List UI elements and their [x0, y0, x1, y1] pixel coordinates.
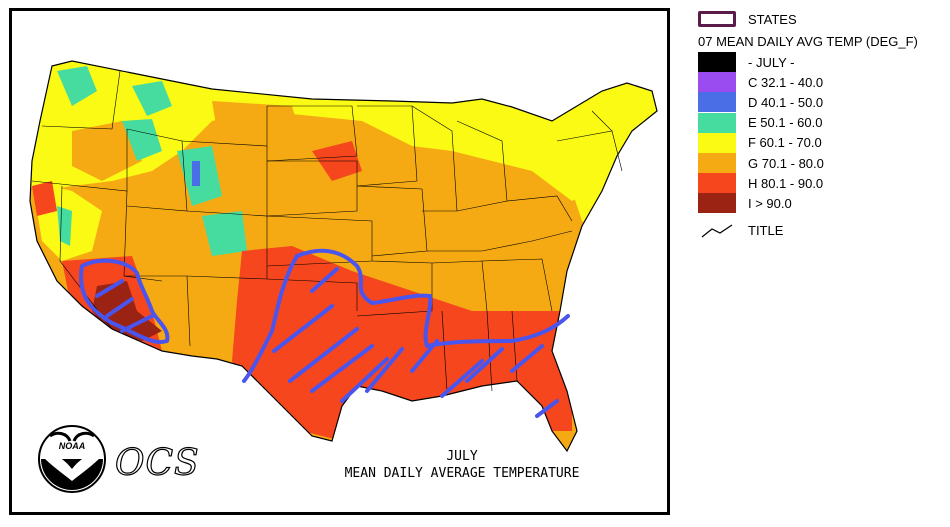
- legend-swatch: [698, 193, 736, 214]
- states-swatch: [698, 11, 736, 27]
- legend-states-row: STATES: [698, 8, 948, 30]
- legend-item: E 50.1 - 60.0: [698, 112, 948, 133]
- zone-e-idaho: [122, 119, 162, 161]
- legend-title: 07 MEAN DAILY AVG TEMP (DEG_F): [698, 34, 918, 49]
- zone-e-colorado: [202, 211, 247, 256]
- legend-item-label: C 32.1 - 40.0: [748, 74, 824, 90]
- legend-item-label: - JULY -: [748, 54, 795, 70]
- legend-title-line-row: TITLE: [698, 218, 948, 244]
- temperature-zones: [30, 61, 657, 451]
- caption-month: JULY: [446, 449, 478, 464]
- legend-item: H 80.1 - 90.0: [698, 173, 948, 194]
- legend-item: - JULY -: [698, 52, 948, 73]
- annotation-strokes: [79, 248, 570, 418]
- legend-states-label: STATES: [748, 11, 797, 27]
- caption-title: MEAN DAILY AVERAGE TEMPERATURE: [344, 466, 580, 481]
- legend-item-label: D 40.1 - 50.0: [748, 94, 824, 110]
- zone-e-cascades: [57, 66, 97, 106]
- legend-item: C 32.1 - 40.0: [698, 72, 948, 93]
- zone-d: [192, 161, 200, 186]
- legend-item-label: F 60.1 - 70.0: [748, 135, 822, 151]
- legend-item-label: G 70.1 - 80.0: [748, 155, 824, 171]
- legend-swatch: [698, 173, 736, 194]
- state-borders: [31, 70, 623, 392]
- legend-swatch: [698, 132, 736, 153]
- legend-swatch: [698, 153, 736, 174]
- legend-item: F 60.1 - 70.0: [698, 132, 948, 153]
- legend-swatch: [698, 72, 736, 93]
- noaa-logo: [38, 425, 106, 493]
- legend-item: G 70.1 - 80.0: [698, 153, 948, 174]
- legend-title-line-label: TITLE: [748, 223, 784, 238]
- legend-swatch: [698, 52, 736, 73]
- line-icon: [701, 224, 733, 237]
- legend-swatch: [698, 112, 736, 133]
- temperature-map: NOAA: [29, 60, 658, 493]
- map-panel: NOAA OCS JULY MEAN DAILY AVERAGE TEMPERA…: [9, 8, 670, 515]
- legend-item: D 40.1 - 50.0: [698, 92, 948, 113]
- legend-item: I > 90.0: [698, 193, 948, 214]
- legend-swatch: [698, 92, 736, 113]
- zone-e-rockies-n: [132, 81, 172, 116]
- zone-g-plains: [212, 101, 302, 171]
- legend-item-label: E 50.1 - 60.0: [748, 115, 823, 131]
- legend: STATES 07 MEAN DAILY AVG TEMP (DEG_F) - …: [698, 8, 948, 244]
- noaa-logo-text: NOAA: [59, 441, 86, 451]
- zone-h-valley: [32, 181, 57, 216]
- legend-items: - JULY - C 32.1 - 40.0 D 40.1 - 50.0 E 50.1…: [698, 52, 948, 214]
- legend-item-label: H 80.1 - 90.0: [748, 175, 824, 191]
- zone-g-idaho: [72, 121, 142, 181]
- us-outline: [29, 60, 658, 453]
- legend-item-label: I > 90.0: [748, 195, 792, 211]
- ocs-wordmark: OCS: [114, 442, 200, 484]
